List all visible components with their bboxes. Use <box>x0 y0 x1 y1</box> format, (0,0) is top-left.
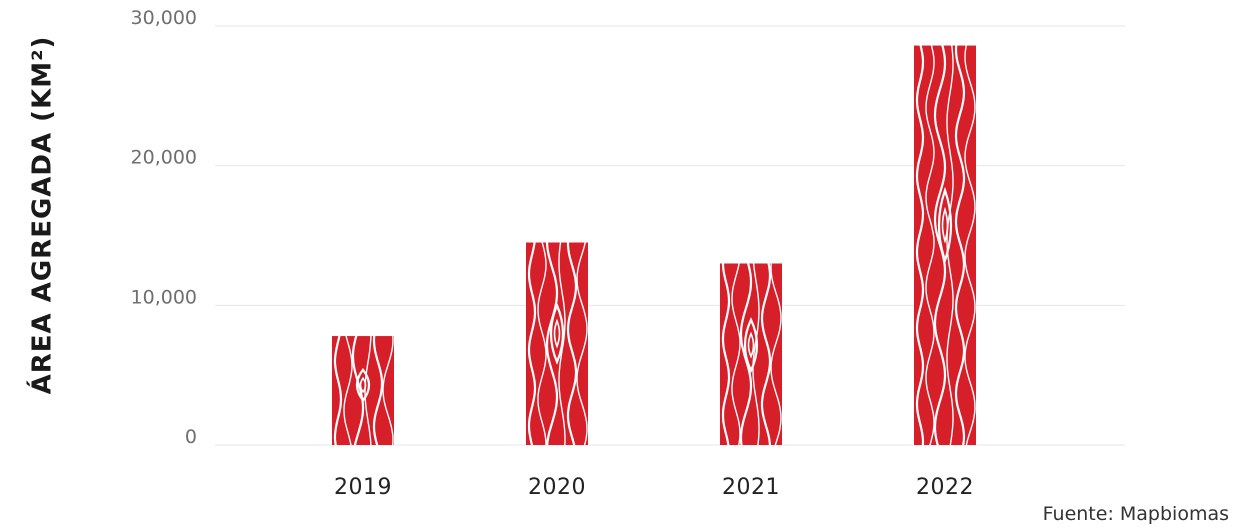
wood-knot-inner <box>553 318 561 349</box>
y-tick-label: 20,000 <box>131 147 197 169</box>
wood-grain-line <box>566 242 578 445</box>
wood-grain-line <box>382 336 394 445</box>
wood-knot <box>937 186 953 264</box>
x-tick-label: 2021 <box>722 475 780 500</box>
bar-2022 <box>914 45 976 445</box>
wood-grain-line <box>760 263 772 445</box>
wood-grain-line <box>739 263 753 445</box>
bar-2021 <box>720 263 782 445</box>
x-axis-ticks: 2019 2020 2021 2022 <box>334 475 974 500</box>
y-tick-label: 10,000 <box>131 286 197 308</box>
x-tick-label: 2020 <box>528 475 586 500</box>
wood-knot <box>355 368 371 403</box>
wood-grain-line <box>537 242 547 445</box>
wood-grain-line <box>343 336 353 445</box>
x-tick-label: 2019 <box>334 475 392 500</box>
wood-grain-line <box>527 242 537 445</box>
bar-2019 <box>332 336 394 445</box>
wood-knot <box>743 317 759 374</box>
wood-grain-line <box>964 45 976 445</box>
wood-grain-line <box>915 45 925 445</box>
wood-grain-line <box>770 263 782 445</box>
wood-grain-line <box>576 242 588 445</box>
y-axis-label: ÁREA AGREGADA (KM²) <box>26 36 58 395</box>
source-note: Fuente: Mapbiomas <box>1042 503 1229 525</box>
wood-knot <box>549 302 565 365</box>
wood-grain-line <box>372 336 384 445</box>
wood-knot-inner <box>747 331 755 359</box>
wood-knot-inner <box>359 376 367 394</box>
wood-grain-line <box>752 263 760 445</box>
wood-grain-line <box>351 336 365 445</box>
wood-grain-line <box>545 242 559 445</box>
wood-knot-inner <box>941 206 949 244</box>
bar-fill <box>720 263 782 445</box>
wood-grain-line <box>954 45 966 445</box>
y-tick-label: 30,000 <box>131 7 197 29</box>
x-tick-label: 2022 <box>916 475 974 500</box>
y-tick-label: 0 <box>185 426 197 448</box>
bar-fill <box>526 242 588 445</box>
bar-2020 <box>526 242 588 445</box>
bars <box>332 45 976 445</box>
wood-grain-line <box>721 263 731 445</box>
wood-grain-line <box>731 263 741 445</box>
wood-grain-line <box>946 45 954 445</box>
y-axis-ticks: 0 10,000 20,000 30,000 <box>131 7 197 448</box>
wood-grain-line <box>925 45 935 445</box>
wood-grain-line <box>333 336 343 445</box>
